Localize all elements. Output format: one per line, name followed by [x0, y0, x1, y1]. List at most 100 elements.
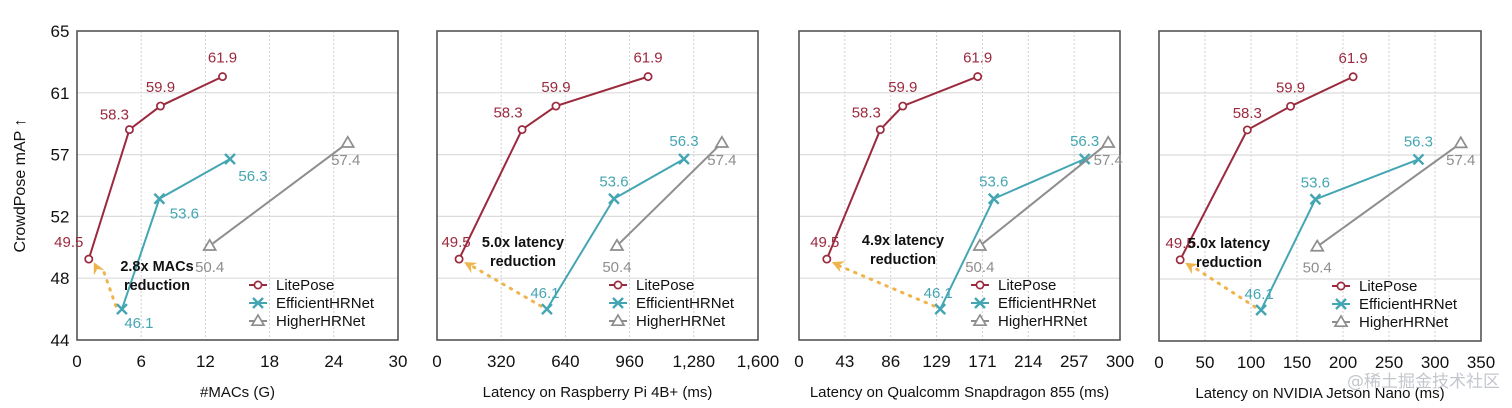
x-tick-label: 300: [1106, 352, 1134, 371]
data-point: [1309, 193, 1322, 206]
reduction-annotation: reduction: [490, 254, 556, 270]
x-tick-label: 200: [1329, 353, 1357, 372]
data-label: 56.3: [238, 168, 267, 185]
series-line: [209, 142, 349, 247]
data-point: [934, 303, 947, 315]
data-label: 61.9: [963, 50, 992, 67]
data-point: [1175, 255, 1185, 265]
legend-item-litepose: LitePose: [1332, 278, 1417, 295]
data-point: [1100, 135, 1116, 148]
plot-frame: [436, 30, 759, 341]
reduction-arrow-head: [93, 262, 105, 276]
reduction-arrow-head: [464, 262, 478, 274]
series-line: [616, 142, 723, 247]
series-higherhrnet: 50.4 57.4: [965, 135, 1123, 276]
x-tick-label: 320: [487, 352, 515, 371]
data-point: [987, 192, 1000, 205]
data-point: [1242, 125, 1252, 135]
data-label: 57.4: [707, 152, 736, 169]
data-label: 56.3: [669, 133, 698, 150]
data-point: [875, 125, 885, 135]
data-point: [972, 238, 988, 251]
legend-label: LitePose: [1359, 278, 1417, 295]
data-label: 50.4: [965, 259, 994, 276]
series-higherhrnet: 50.4 57.4: [195, 135, 360, 276]
x-tick-label: 129: [922, 352, 950, 371]
data-point: [714, 135, 730, 148]
legend-item-higherhrnet: HigherHRNet: [609, 313, 726, 330]
data-point: [1309, 238, 1325, 252]
data-label: 59.9: [146, 79, 175, 96]
data-point: [153, 192, 166, 205]
legend-item-litepose: LitePose: [971, 277, 1056, 294]
reduction-annotation: reduction: [124, 278, 190, 294]
reduction-arrow-line: [100, 264, 118, 308]
data-label: 58.3: [100, 107, 129, 124]
x-tick-label: 24: [324, 352, 343, 371]
x-tick-label: 300: [1421, 353, 1449, 372]
legend-marker-icon: [613, 280, 623, 290]
y-tick-label: 57: [51, 146, 70, 165]
data-label: 57.4: [1094, 152, 1123, 169]
data-point: [898, 101, 908, 111]
data-label: 50.4: [1303, 260, 1332, 277]
data-point: [218, 72, 227, 82]
series-line: [458, 75, 649, 260]
plot-frame: [1158, 30, 1482, 342]
series-litepose: 49.5 58.3 59.9 61.9: [1166, 50, 1368, 265]
x-tick-label: 250: [1375, 353, 1403, 372]
reduction-annotation: 2.8x MACs: [120, 259, 193, 275]
y-tick-label: 52: [51, 207, 70, 226]
x-tick-label: 1,600: [737, 352, 780, 371]
data-point: [541, 303, 553, 315]
plot-frame: [798, 30, 1121, 341]
x-tick-label: 0: [1154, 353, 1163, 372]
series-higherhrnet: 50.4 57.4: [602, 135, 736, 276]
data-point: [1078, 153, 1091, 165]
legend-marker-icon: [250, 313, 266, 327]
legend-marker-icon: [974, 297, 986, 309]
series-higherhrnet: 50.4 57.4: [1303, 135, 1475, 277]
legend-item-higherhrnet: HigherHRNet: [1332, 314, 1449, 331]
data-label: 46.1: [124, 315, 153, 332]
data-point: [822, 254, 832, 264]
data-label: 57.4: [1446, 152, 1475, 169]
chart-panel-2: 0 320 640 960 1,280 1,600 Latency on Raspberry…: [432, 30, 780, 401]
data-point: [609, 238, 625, 251]
legend-label: EfficientHRNet: [998, 295, 1097, 312]
series-line: [87, 75, 223, 260]
series-line: [1179, 75, 1354, 261]
y-tick-label: 65: [51, 22, 70, 41]
x-tick-label: 0: [72, 352, 81, 371]
legend-marker-icon: [610, 313, 626, 327]
data-point: [608, 192, 620, 205]
data-point: [517, 125, 527, 135]
x-tick-label: 43: [835, 352, 854, 371]
data-label: 50.4: [602, 259, 631, 276]
reduction-arrow-line: [1191, 265, 1257, 309]
x-tick-label: 100: [1237, 353, 1265, 372]
data-point: [116, 303, 128, 315]
data-label: 61.9: [633, 50, 662, 67]
chart-panel-1: 0 6 12 18 24 30 #MACs (G) 44 48 52 57 61 65 CrowdPose…: [12, 22, 407, 401]
data-point: [454, 254, 464, 264]
legend-marker-icon: [253, 280, 263, 290]
data-label: 61.9: [208, 50, 237, 67]
data-point: [340, 135, 356, 148]
x-tick-label: 50: [1196, 353, 1215, 372]
x-tick-label: 640: [551, 352, 579, 371]
data-label: 49.5: [810, 234, 839, 251]
data-point: [156, 101, 165, 111]
reduction-arrow-head: [1185, 262, 1199, 275]
y-tick-label: 44: [51, 331, 70, 350]
chart-panel-3: 0 43 86 129 171 214 257 300 Latency on Qualcomm …: [794, 30, 1134, 401]
legend-label: LitePose: [636, 277, 694, 294]
data-label: 49.5: [54, 234, 83, 251]
series-litepose: 49.5 58.3 59.9 61.9: [54, 50, 237, 264]
x-tick-label: 214: [1014, 352, 1042, 371]
data-label: 46.1: [1245, 286, 1274, 303]
chart-panel-4: 0 50 100 150 200 250 300 350 Latency on NVIDIA J…: [1154, 30, 1495, 402]
data-label: 49.5: [441, 234, 470, 251]
data-point: [1412, 153, 1425, 166]
